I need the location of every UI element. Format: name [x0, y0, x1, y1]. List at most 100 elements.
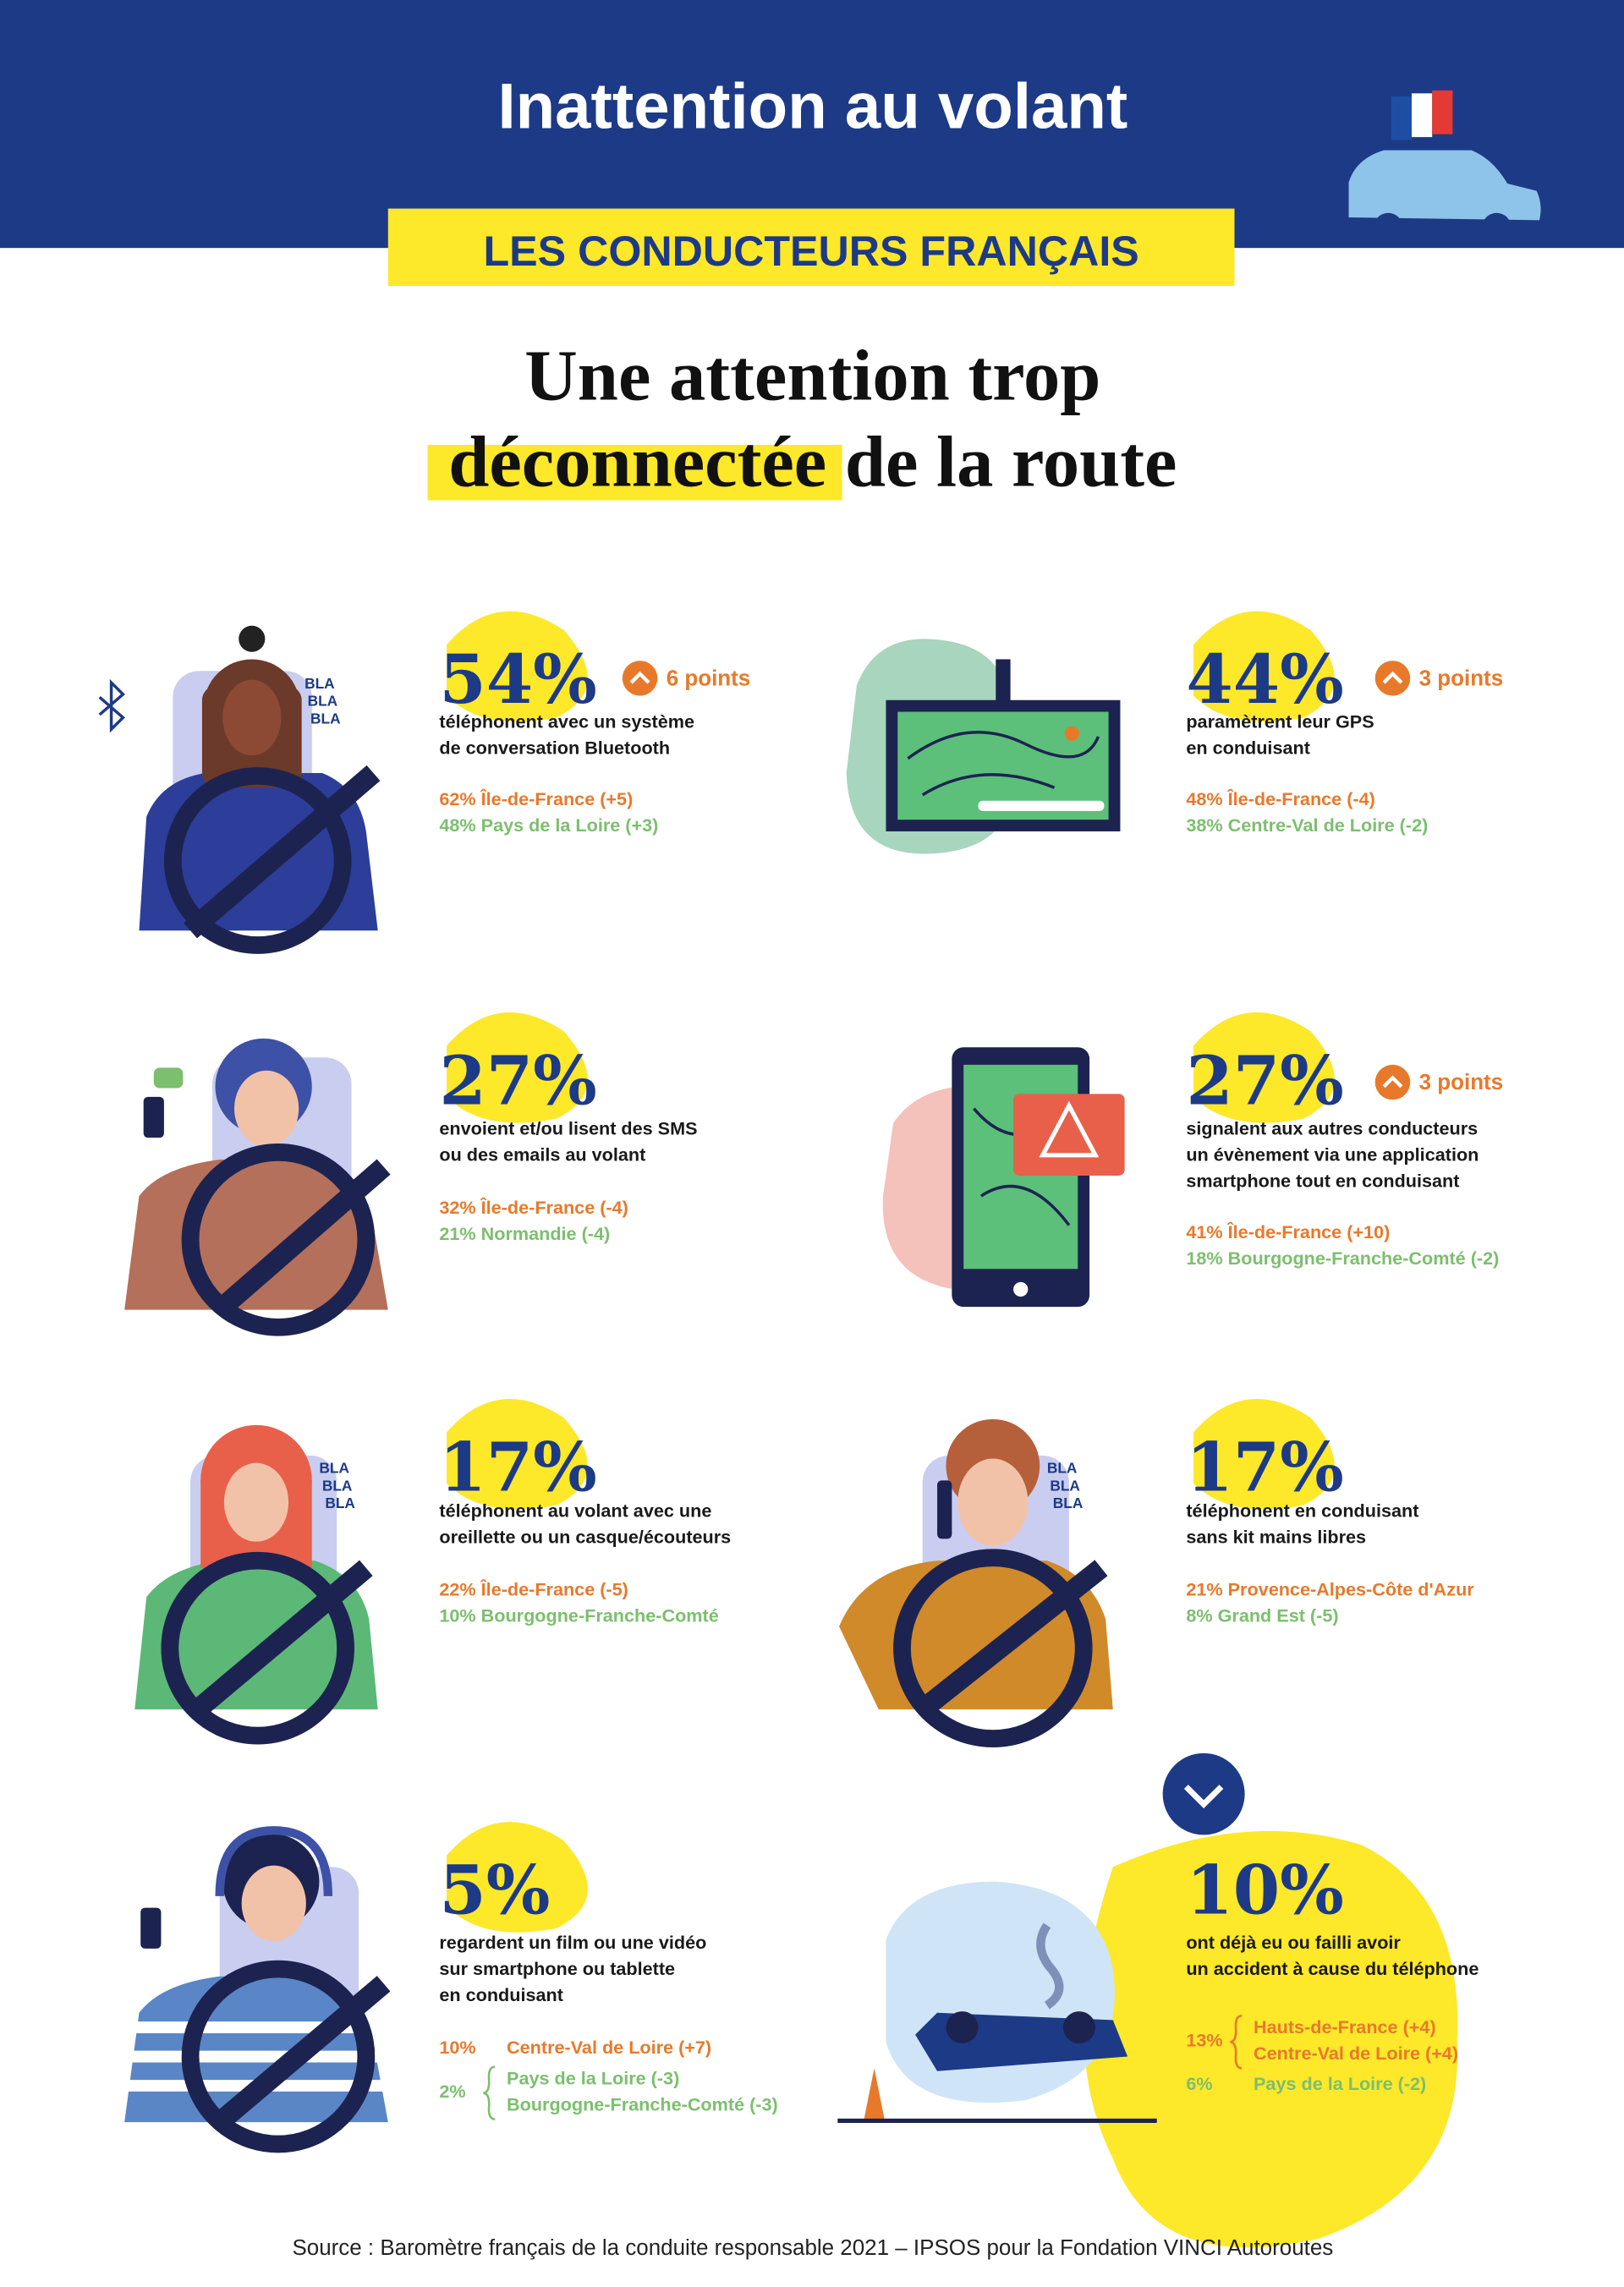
- source: Source : Baromètre français de la condui…: [292, 2236, 1333, 2260]
- accident-illustration-part: [1084, 1830, 1458, 2248]
- car-illustration-part: [1373, 212, 1403, 243]
- header-title: Inattention au volant: [498, 71, 1128, 143]
- accident-illustration-part: [864, 2068, 885, 2120]
- car-illustration-part: [1482, 212, 1512, 243]
- bubble-text: BLA: [325, 1495, 355, 1511]
- driver-sms-part: [143, 1096, 164, 1138]
- change-arrow: [1382, 671, 1403, 684]
- phone-alert-illustration: [882, 1047, 1125, 1308]
- driver-video-part: [181, 1960, 376, 2153]
- headline-line1: Une attention trop: [524, 335, 1100, 416]
- car-illustration-part: [1346, 147, 1544, 223]
- driver-earphones: [134, 1424, 378, 1745]
- change-arrow: [1382, 1075, 1403, 1089]
- gps-illustration-part: [978, 800, 1105, 811]
- percent: 54%: [439, 639, 596, 719]
- accident-illustration-part: [946, 2011, 979, 2044]
- gps-illustration-part: [907, 730, 1100, 797]
- change-badge: [1374, 1064, 1411, 1100]
- bubble-text: BLA: [304, 675, 335, 692]
- driver-earphones-part: [223, 1462, 289, 1542]
- change-label: 3 points: [1419, 1071, 1504, 1094]
- change-label: 6 points: [667, 667, 751, 691]
- region: 8% Grand Est (-5): [1186, 1605, 1338, 1626]
- description: paramètrent leur GPS: [1186, 711, 1374, 732]
- region: 41% Île-de-France (+10): [1186, 1221, 1390, 1242]
- driver-video: [124, 1826, 391, 2153]
- region: 38% Centre-Val de Loire (-2): [1186, 814, 1428, 836]
- region: 22% Île-de-France (-5): [439, 1579, 628, 1600]
- region: 10% Bourgogne-Franche-Comté: [439, 1605, 718, 1626]
- highlight-marker: [427, 444, 842, 501]
- region-share: 2%: [439, 2081, 465, 2102]
- bubble-text: BLA: [319, 1460, 349, 1477]
- description: téléphonent en conduisant: [1186, 1500, 1418, 1522]
- region: 32% Île-de-France (-4): [439, 1197, 628, 1218]
- description: smartphone tout en conduisant: [1186, 1171, 1459, 1192]
- driver-video-part: [241, 1865, 306, 1942]
- percent: 17%: [1186, 1428, 1343, 1507]
- change-badge: [1374, 661, 1411, 696]
- description: regardent un film ou une vidéo: [439, 1932, 706, 1953]
- description: sur smartphone ou tablette: [439, 1958, 675, 1979]
- description: un accident à cause du téléphone: [1186, 1958, 1479, 1979]
- description: oreillette ou un casque/écouteurs: [439, 1527, 731, 1548]
- region: Bourgogne-Franche-Comté (-3): [507, 2093, 778, 2114]
- percent: 10%: [1186, 1851, 1343, 1930]
- region-share: 6%: [1186, 2073, 1212, 2094]
- brace: [483, 2065, 496, 2120]
- driver-video-part: [212, 1976, 391, 2131]
- driver-bluetooth-part: [98, 678, 125, 733]
- change-label: 3 points: [1419, 667, 1504, 691]
- percent-blob: [447, 1822, 588, 1933]
- percent-blob: [447, 611, 588, 722]
- driver-bluetooth-part: [184, 765, 381, 939]
- description: ont déjà eu ou failli avoir: [1186, 1932, 1401, 1953]
- change-arrow: [629, 671, 650, 684]
- percent: 27%: [439, 1041, 596, 1121]
- description: un évènement via une application: [1186, 1144, 1479, 1165]
- percent-blob: [1193, 611, 1335, 722]
- accident-illustration-part: [1062, 2011, 1096, 2044]
- change-badge: [622, 661, 658, 696]
- driver-bluetooth-part: [239, 625, 266, 652]
- headline-highlight: déconnectée: [448, 420, 826, 502]
- brace: [1230, 2014, 1243, 2070]
- gps-illustration-part: [1064, 726, 1079, 742]
- driver-sms-part: [153, 1067, 184, 1089]
- bubble-text: BLA: [1047, 1460, 1078, 1477]
- driver-sms: [124, 1038, 391, 1336]
- driver-bluetooth: [98, 625, 381, 954]
- car-illustration-part: [1432, 90, 1453, 134]
- description: signalent aux autres conducteurs: [1186, 1118, 1478, 1139]
- description: ou des emails au volant: [439, 1144, 645, 1165]
- phone-alert-illustration-part: [1039, 1100, 1100, 1158]
- headline-line2: déconnectée de la route: [448, 420, 1177, 502]
- region: Centre-Val de Loire (+4): [1254, 2043, 1458, 2064]
- driver-video-part: [215, 1826, 333, 1896]
- percent: 44%: [1186, 639, 1343, 719]
- driver-sms-part: [234, 1070, 299, 1147]
- driver-bluetooth-part: [222, 679, 282, 756]
- driver-sms-part: [212, 1159, 391, 1318]
- region: Hauts-de-France (+4): [1254, 2016, 1436, 2037]
- region-share: 10%: [439, 2037, 475, 2058]
- driver-earphones-part: [190, 1560, 373, 1718]
- accident-illustration-part: [886, 1881, 1115, 2103]
- description: de conversation Bluetooth: [439, 738, 670, 759]
- driver-phone-part: [937, 1480, 952, 1539]
- subtitle-box: [387, 208, 1235, 287]
- car-illustration: [1346, 90, 1544, 243]
- driver-phone-part: [893, 1549, 1093, 1747]
- region: Centre-Val de Loire (+7): [507, 2037, 711, 2058]
- percent-blob: [447, 1399, 588, 1510]
- region: 21% Provence-Alpes-Côte d'Azur: [1186, 1579, 1474, 1600]
- accident-illustration-part: [1036, 1922, 1064, 2010]
- description: envoient et/ou lisent des SMS: [439, 1118, 697, 1139]
- description: sans kit mains libres: [1186, 1527, 1366, 1548]
- region: Pays de la Loire (-2): [1254, 2073, 1426, 2094]
